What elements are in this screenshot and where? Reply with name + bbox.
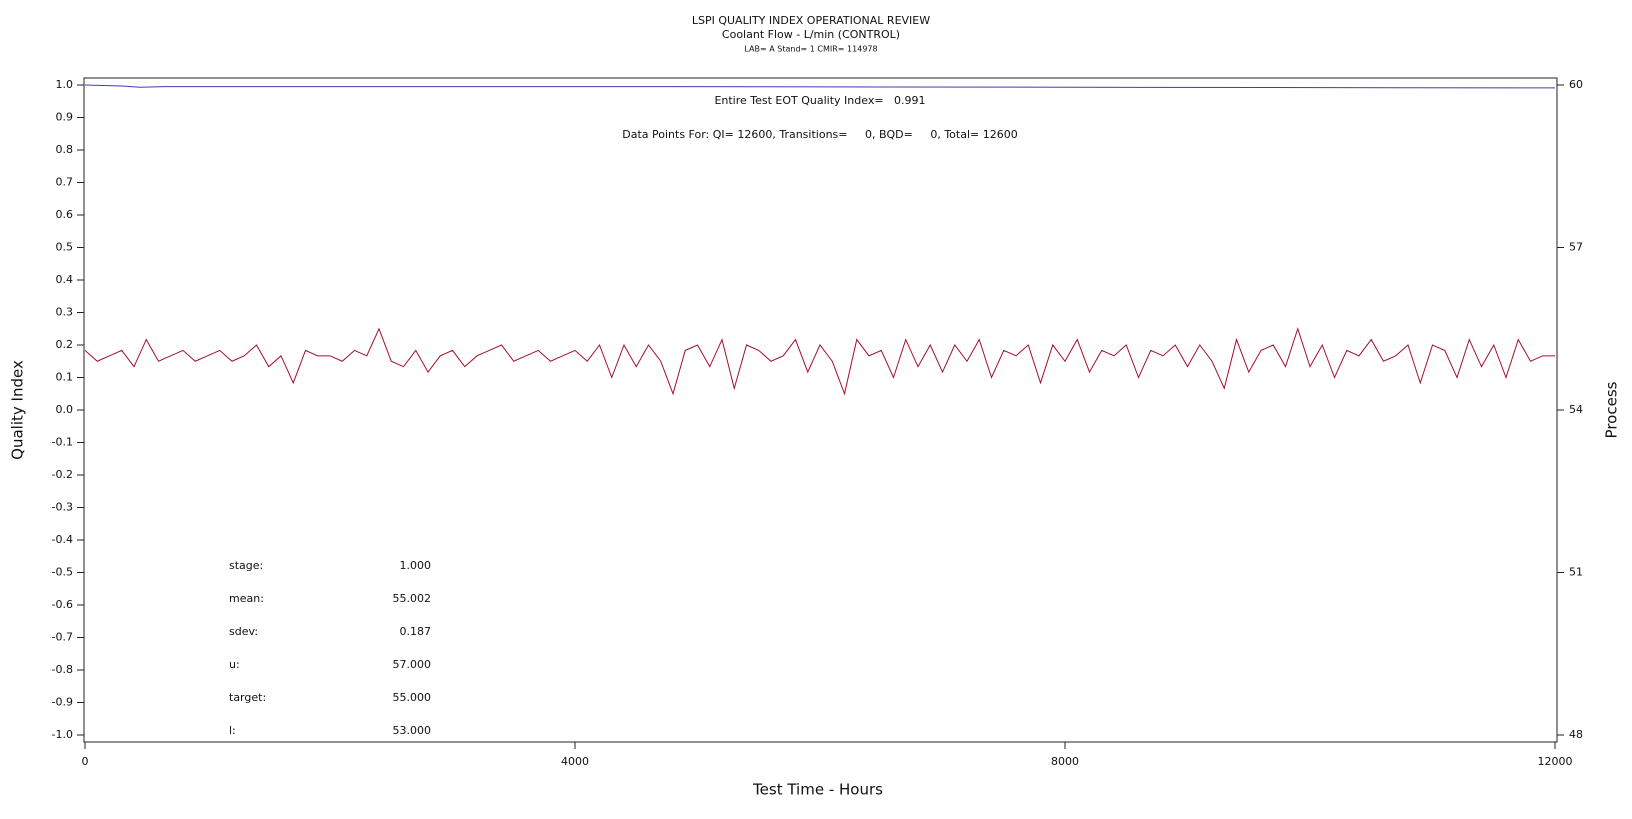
- data-line: [84, 327, 1555, 396]
- y-tick-label: -0.7: [52, 631, 73, 644]
- y2-axis-title: Process: [1603, 381, 1621, 438]
- y-tick-label: -0.3: [52, 501, 73, 514]
- x-tick-label: 12000: [1538, 755, 1573, 768]
- y-tick-label: 0.0: [56, 403, 74, 416]
- y-tick-label: 0.4: [56, 273, 74, 286]
- data-line: [84, 84, 1556, 89]
- y2-tick-label: 54: [1569, 403, 1583, 416]
- y-tick-label: 0.9: [56, 111, 74, 124]
- chart-subtitle: LAB= A Stand= 1 CMIR= 114978: [744, 45, 877, 54]
- y-tick-label: -0.9: [52, 696, 73, 709]
- stat-label: target:: [229, 691, 266, 704]
- y-tick-label: -0.5: [52, 566, 73, 579]
- stat-value: 55.002: [393, 592, 432, 605]
- stat-label: l:: [229, 724, 236, 737]
- y-tick-label: 0.7: [56, 176, 74, 189]
- stat-label: mean:: [229, 592, 264, 605]
- annotation: Data Points For: QI= 12600, Transitions=…: [622, 128, 1017, 141]
- x-tick-label: 4000: [561, 755, 589, 768]
- y2-tick-label: 51: [1569, 566, 1583, 579]
- y-tick-label: -0.4: [52, 533, 73, 546]
- y-tick-label: 0.6: [56, 208, 74, 221]
- y-tick-label: -0.2: [52, 468, 73, 481]
- y-axis-title: Quality Index: [9, 360, 27, 460]
- stat-value: 57.000: [393, 658, 432, 671]
- y-tick-label: 1.0: [56, 78, 74, 91]
- x-tick-label: 8000: [1051, 755, 1079, 768]
- y-tick-label: -1.0: [52, 728, 73, 741]
- stat-label: stage:: [229, 559, 263, 572]
- y-tick-label: 0.2: [56, 338, 74, 351]
- chart-title: LSPI QUALITY INDEX OPERATIONAL REVIEW: [692, 14, 930, 27]
- stat-value: 55.000: [393, 691, 432, 704]
- x-axis-title: Test Time - Hours: [752, 781, 883, 799]
- y-tick-label: -0.1: [52, 436, 73, 449]
- y2-tick-label: 60: [1569, 78, 1583, 91]
- x-tick-label: 0: [82, 755, 89, 768]
- chart-subtitle: Coolant Flow - L/min (CONTROL): [722, 28, 900, 41]
- y2-tick-label: 48: [1569, 728, 1583, 741]
- y2-tick-label: 57: [1569, 241, 1583, 254]
- y-tick-label: 0.3: [56, 306, 74, 319]
- y-tick-label: 0.8: [56, 143, 74, 156]
- stat-value: 1.000: [400, 559, 432, 572]
- annotation: Entire Test EOT Quality Index= 0.991: [714, 94, 925, 107]
- stat-label: u:: [229, 658, 240, 671]
- y-tick-label: -0.6: [52, 598, 73, 611]
- stat-value: 53.000: [393, 724, 432, 737]
- y-tick-label: 0.1: [56, 371, 74, 384]
- stat-value: 0.187: [400, 625, 432, 638]
- y-tick-label: 0.5: [56, 241, 74, 254]
- y-tick-label: -0.8: [52, 663, 73, 676]
- stat-label: sdev:: [229, 625, 258, 638]
